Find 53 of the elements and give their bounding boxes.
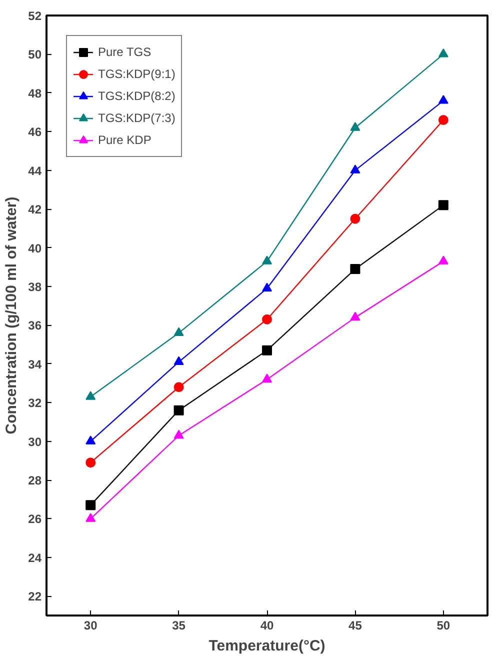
point bbox=[174, 382, 184, 392]
y-tick-label: 48 bbox=[28, 86, 42, 100]
point bbox=[350, 214, 360, 224]
point bbox=[350, 122, 360, 131]
point bbox=[174, 356, 184, 366]
y-tick-label: 44 bbox=[28, 164, 42, 178]
y-tick-label: 46 bbox=[28, 125, 42, 140]
point bbox=[350, 312, 360, 321]
y-tick-label: 36 bbox=[28, 318, 42, 333]
point bbox=[174, 327, 184, 336]
point bbox=[86, 500, 96, 510]
x-tick-label: 40 bbox=[260, 618, 274, 632]
point bbox=[262, 256, 272, 264]
x-tick-label: 35 bbox=[172, 618, 186, 632]
point bbox=[350, 264, 360, 274]
point bbox=[174, 405, 184, 416]
y-tick-label: 28 bbox=[28, 474, 42, 488]
point bbox=[438, 48, 448, 58]
y-axis-title: Concentration (g/100 ml of water) bbox=[3, 196, 20, 434]
point bbox=[262, 314, 272, 324]
legend-label: TGS:KDP(7:3) bbox=[98, 111, 176, 125]
y-tick-label: 52 bbox=[28, 9, 42, 23]
y-tick-label: 26 bbox=[28, 512, 42, 526]
x-tick-label: 50 bbox=[436, 618, 450, 632]
point bbox=[438, 200, 448, 210]
y-tick-label: 34 bbox=[28, 357, 42, 372]
point bbox=[86, 513, 96, 522]
y-tick-label: 42 bbox=[28, 202, 42, 217]
point bbox=[86, 391, 96, 400]
point bbox=[86, 436, 96, 444]
legend-label: TGS:KDP(9:1) bbox=[98, 67, 176, 81]
legend-label: Pure TGS bbox=[98, 45, 152, 59]
point bbox=[438, 94, 448, 104]
point bbox=[262, 345, 272, 356]
y-tick-label: 38 bbox=[28, 280, 42, 294]
y-tick-label: 30 bbox=[28, 434, 42, 449]
x-tick-label: 45 bbox=[348, 618, 362, 632]
legend-label: Pure KDP bbox=[98, 133, 152, 147]
x-axis-title: Temperature(°C) bbox=[208, 638, 326, 654]
point bbox=[262, 282, 272, 292]
point bbox=[438, 256, 448, 264]
y-tick-label: 24 bbox=[28, 550, 42, 565]
legend-label: TGS:KDP(8:2) bbox=[98, 89, 176, 103]
y-tick-label: 32 bbox=[28, 396, 42, 410]
point bbox=[262, 374, 272, 382]
x-tick-label: 30 bbox=[84, 618, 98, 632]
point bbox=[438, 115, 448, 126]
y-tick-label: 22 bbox=[28, 590, 42, 604]
point bbox=[350, 164, 360, 174]
point bbox=[86, 458, 96, 468]
y-tick-label: 50 bbox=[28, 48, 42, 62]
point bbox=[174, 430, 184, 439]
y-tick-label: 40 bbox=[28, 241, 42, 256]
